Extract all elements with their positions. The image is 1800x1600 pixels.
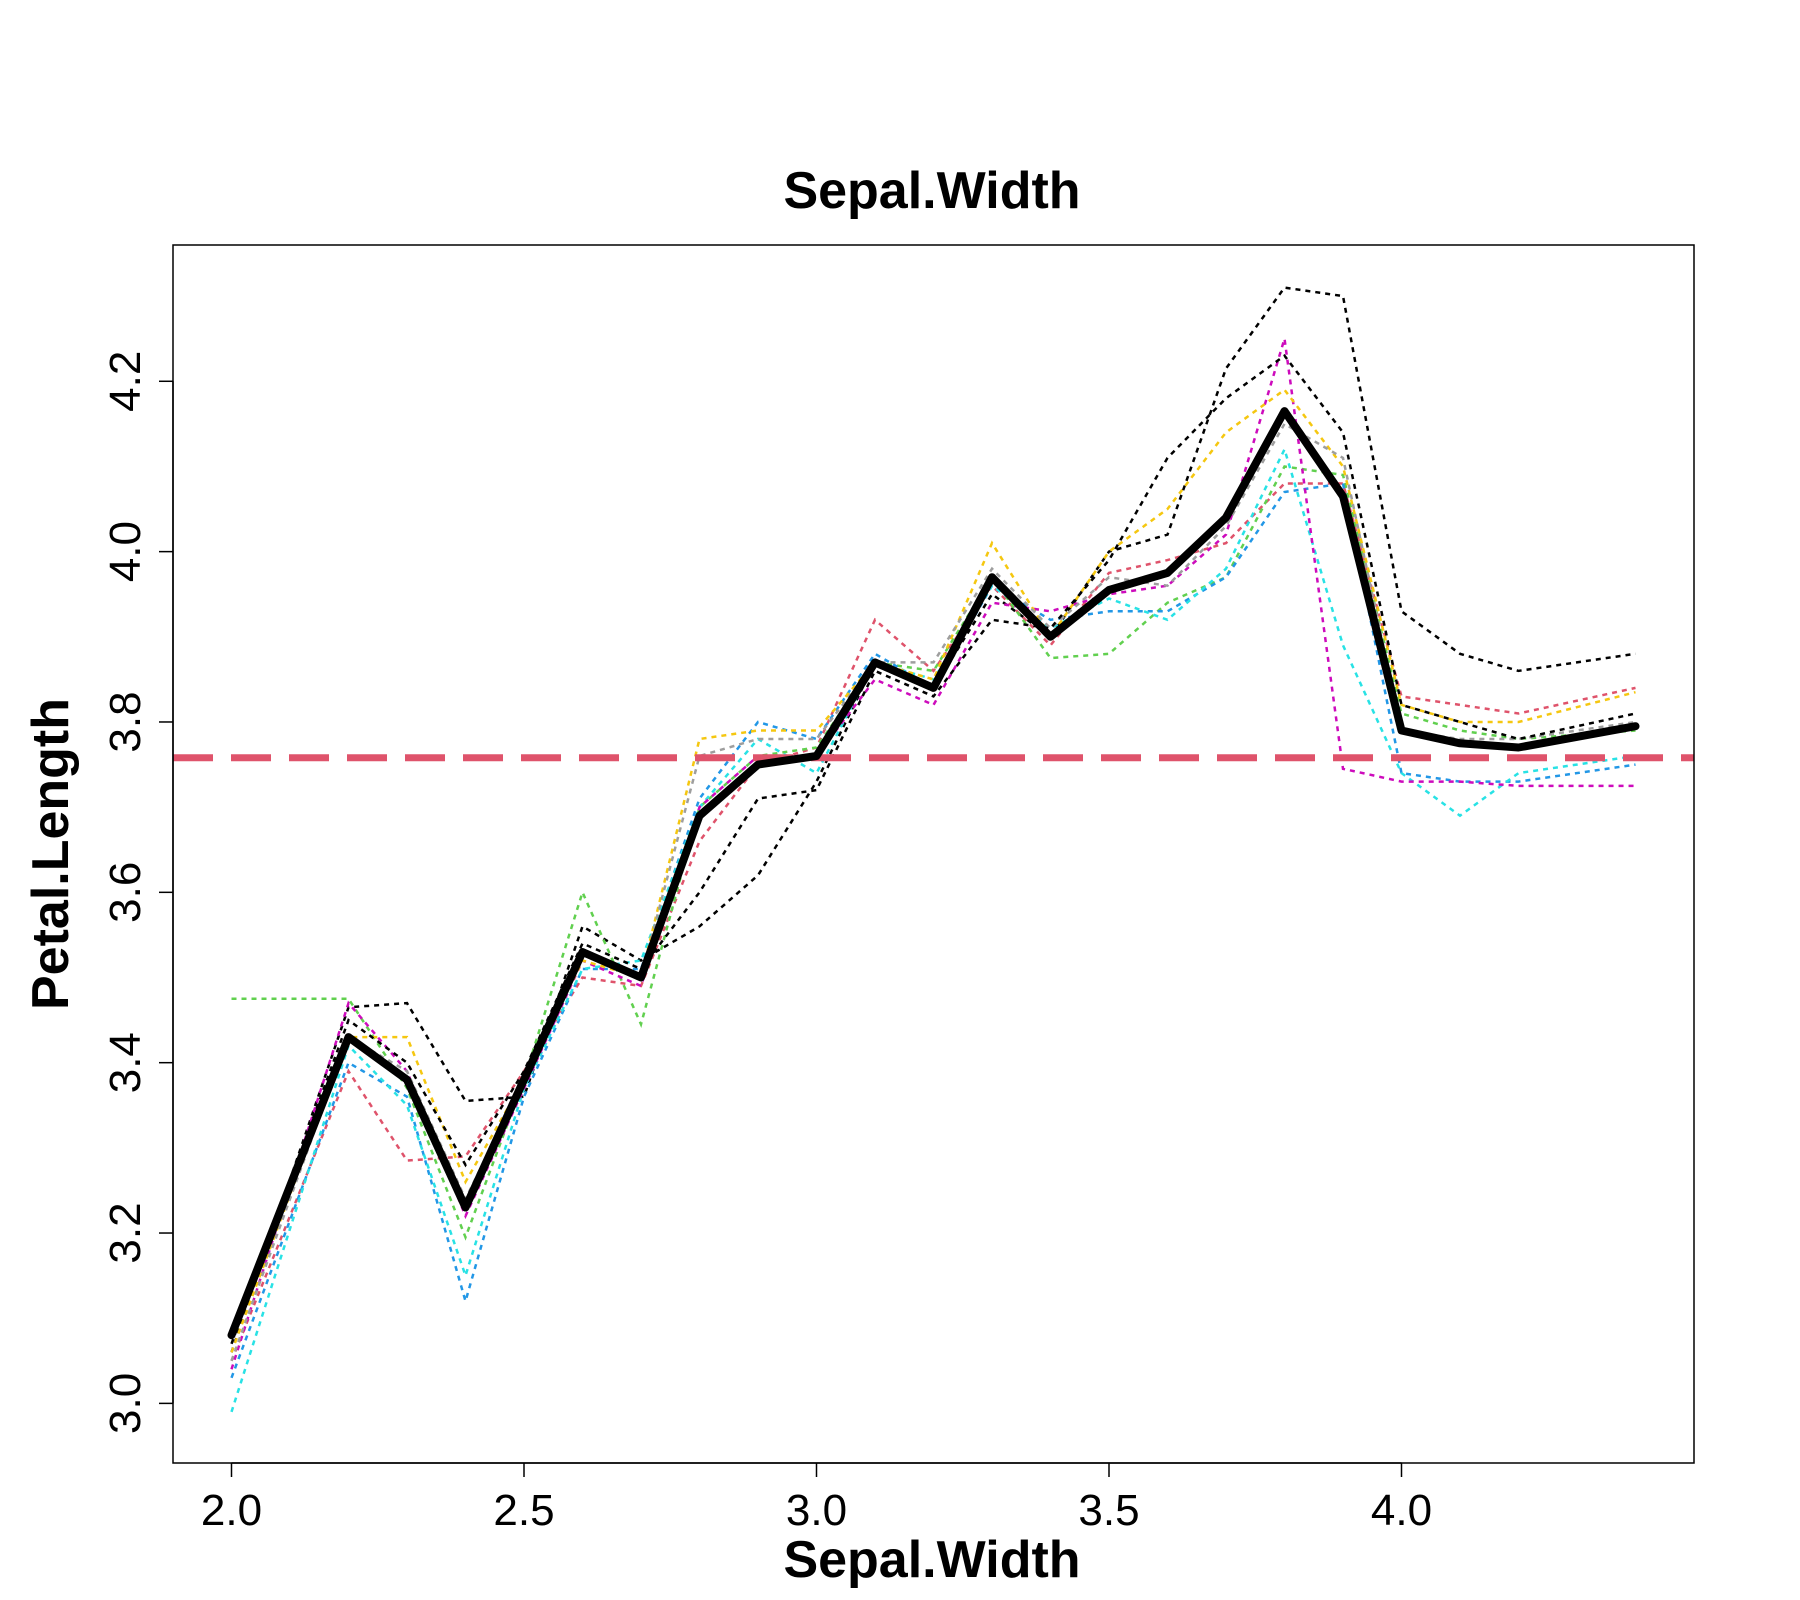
x-tick-label: 3.5 bbox=[1078, 1486, 1139, 1535]
x-tick-label: 4.0 bbox=[1371, 1486, 1432, 1535]
series-line-3 bbox=[231, 465, 1636, 1241]
y-axis: 3.0 3.2 3.4 3.6 3.8 4.0 4.2 bbox=[101, 351, 174, 1434]
y-tick-label: 3.4 bbox=[101, 1032, 150, 1093]
x-tick-label: 2.0 bbox=[201, 1486, 262, 1535]
y-tick-label: 4.2 bbox=[101, 351, 150, 412]
main-series-line bbox=[227, 407, 1640, 1340]
x-axis: 2.0 2.5 3.0 3.5 4.0 bbox=[201, 1462, 1432, 1535]
x-axis-label: Sepal.Width bbox=[783, 1531, 1080, 1589]
series-line-4 bbox=[230, 482, 1636, 1379]
x-tick-label: 2.5 bbox=[493, 1486, 554, 1535]
chart-title: Sepal.Width bbox=[783, 162, 1080, 220]
series-line-2 bbox=[230, 482, 1636, 1362]
plot-area bbox=[172, 244, 1695, 1464]
series-layer bbox=[230, 286, 1636, 1413]
y-tick-label: 4.0 bbox=[101, 521, 150, 582]
series-line-9 bbox=[230, 353, 1636, 1345]
y-axis-label: Petal.Length bbox=[22, 698, 80, 1010]
series-line-7 bbox=[230, 388, 1636, 1353]
y-tick-label: 3.0 bbox=[101, 1373, 150, 1434]
series-line-6 bbox=[230, 338, 1636, 1370]
y-tick-label: 3.2 bbox=[101, 1202, 150, 1263]
series-line-1 bbox=[230, 286, 1636, 1353]
series-line-5 bbox=[230, 445, 1636, 1413]
plot-frame bbox=[172, 244, 1695, 1464]
y-tick-label: 3.8 bbox=[101, 691, 150, 752]
x-tick-label: 3.0 bbox=[786, 1486, 847, 1535]
main-series-layer bbox=[227, 407, 1640, 1340]
y-tick-label: 3.6 bbox=[101, 862, 150, 923]
